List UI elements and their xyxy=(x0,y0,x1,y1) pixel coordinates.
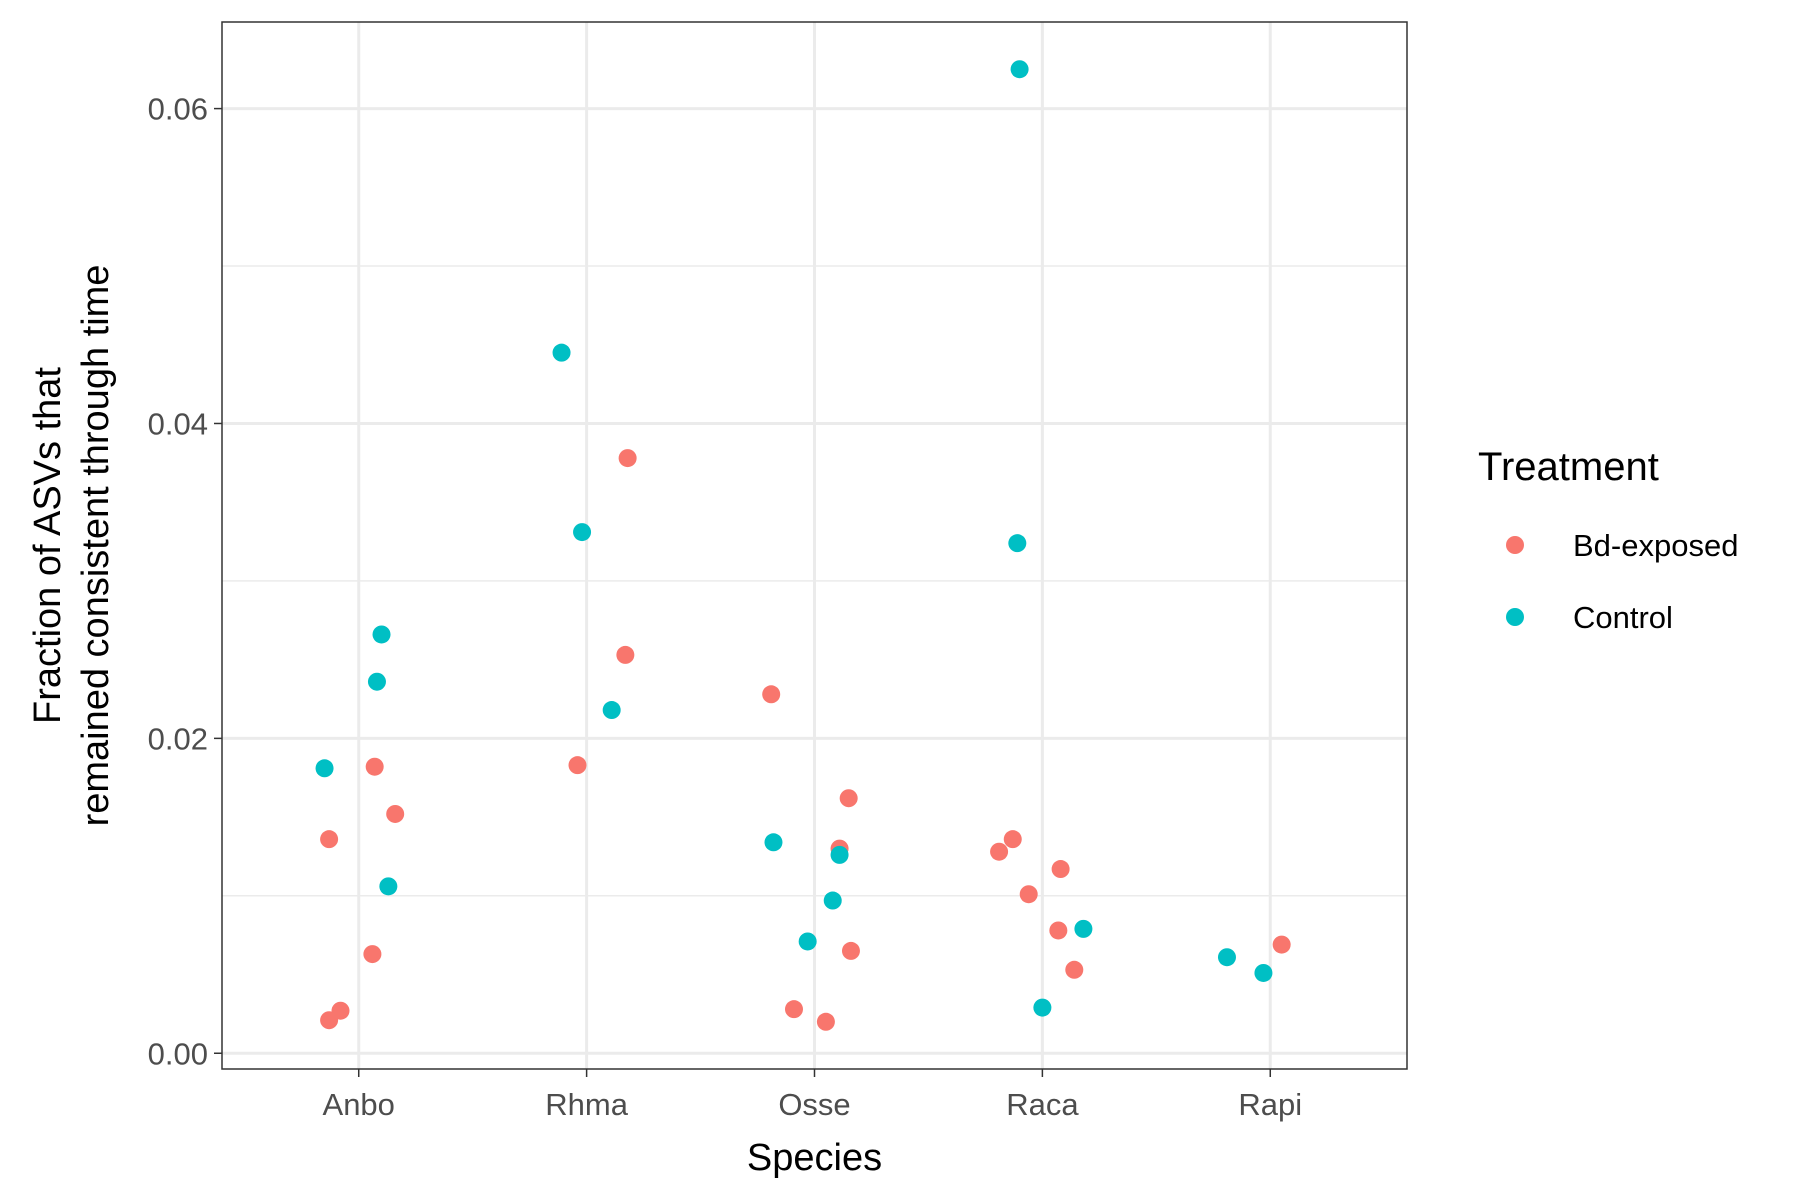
y-tick-label: 0.04 xyxy=(148,406,208,441)
data-point-bd-exposed xyxy=(1019,885,1038,904)
data-point-bd-exposed xyxy=(1003,830,1022,849)
y-tick-label: 0.00 xyxy=(148,1036,208,1071)
data-point-bd-exposed xyxy=(1272,935,1291,954)
x-tick-label-anbo: Anbo xyxy=(323,1087,395,1122)
data-point-control xyxy=(1010,60,1029,79)
x-tick-label-rapi: Rapi xyxy=(1238,1087,1302,1122)
data-point-bd-exposed xyxy=(331,1001,350,1020)
data-point-control xyxy=(372,625,391,644)
legend-key-bd-exposed xyxy=(1506,536,1524,554)
data-points xyxy=(315,60,1291,1031)
data-point-control xyxy=(602,701,621,720)
data-point-control xyxy=(764,833,783,852)
x-axis-title: Species xyxy=(747,1137,882,1179)
data-point-control xyxy=(367,672,386,691)
y-tick-label: 0.02 xyxy=(148,721,208,756)
data-point-bd-exposed xyxy=(363,945,382,964)
data-point-bd-exposed xyxy=(365,757,384,776)
data-point-bd-exposed xyxy=(568,756,587,775)
data-point-control xyxy=(552,343,571,362)
y-axis-title-line-1: Fraction of ASVs that xyxy=(27,367,69,724)
data-point-bd-exposed xyxy=(320,830,339,849)
data-point-bd-exposed xyxy=(839,789,858,808)
x-tick-label-osse: Osse xyxy=(778,1087,850,1122)
data-point-control xyxy=(1033,998,1052,1017)
data-point-control xyxy=(573,523,592,542)
data-point-bd-exposed xyxy=(386,804,405,823)
legend-label-control: Control xyxy=(1573,600,1673,635)
legend-label-bd-exposed: Bd-exposed xyxy=(1573,528,1738,563)
data-point-control xyxy=(1008,534,1027,553)
data-point-control xyxy=(1254,963,1273,982)
y-axis-title: Fraction of ASVs that remained consisten… xyxy=(27,265,117,827)
data-point-bd-exposed xyxy=(1051,860,1070,879)
legend: Treatment Bd-exposed Control xyxy=(1478,445,1738,635)
data-point-bd-exposed xyxy=(1065,960,1084,979)
data-point-bd-exposed xyxy=(816,1012,835,1031)
axes: 0.00 0.02 0.04 0.06 Anbo Rhma Osse Raca Rapi xyxy=(148,92,1302,1122)
data-point-control xyxy=(798,932,817,951)
y-tick-label: 0.06 xyxy=(148,92,208,127)
data-point-bd-exposed xyxy=(616,645,635,664)
data-point-control xyxy=(1074,919,1093,938)
data-point-bd-exposed xyxy=(990,842,1009,861)
data-point-bd-exposed xyxy=(762,685,781,704)
y-axis-title-line-2: remained consistent through time xyxy=(75,265,117,827)
x-tick-label-raca: Raca xyxy=(1006,1087,1079,1122)
data-point-control xyxy=(830,845,849,864)
data-point-bd-exposed xyxy=(841,941,860,960)
legend-title: Treatment xyxy=(1478,445,1659,489)
data-point-bd-exposed xyxy=(1049,921,1068,940)
legend-key-control xyxy=(1506,608,1524,626)
data-point-bd-exposed xyxy=(618,449,637,468)
data-point-control xyxy=(823,891,842,910)
data-point-control xyxy=(315,759,334,778)
data-point-control xyxy=(1217,948,1236,967)
x-tick-label-rhma: Rhma xyxy=(545,1087,628,1122)
data-point-control xyxy=(379,877,398,896)
grid-lines xyxy=(222,22,1407,1069)
data-point-bd-exposed xyxy=(784,1000,803,1019)
